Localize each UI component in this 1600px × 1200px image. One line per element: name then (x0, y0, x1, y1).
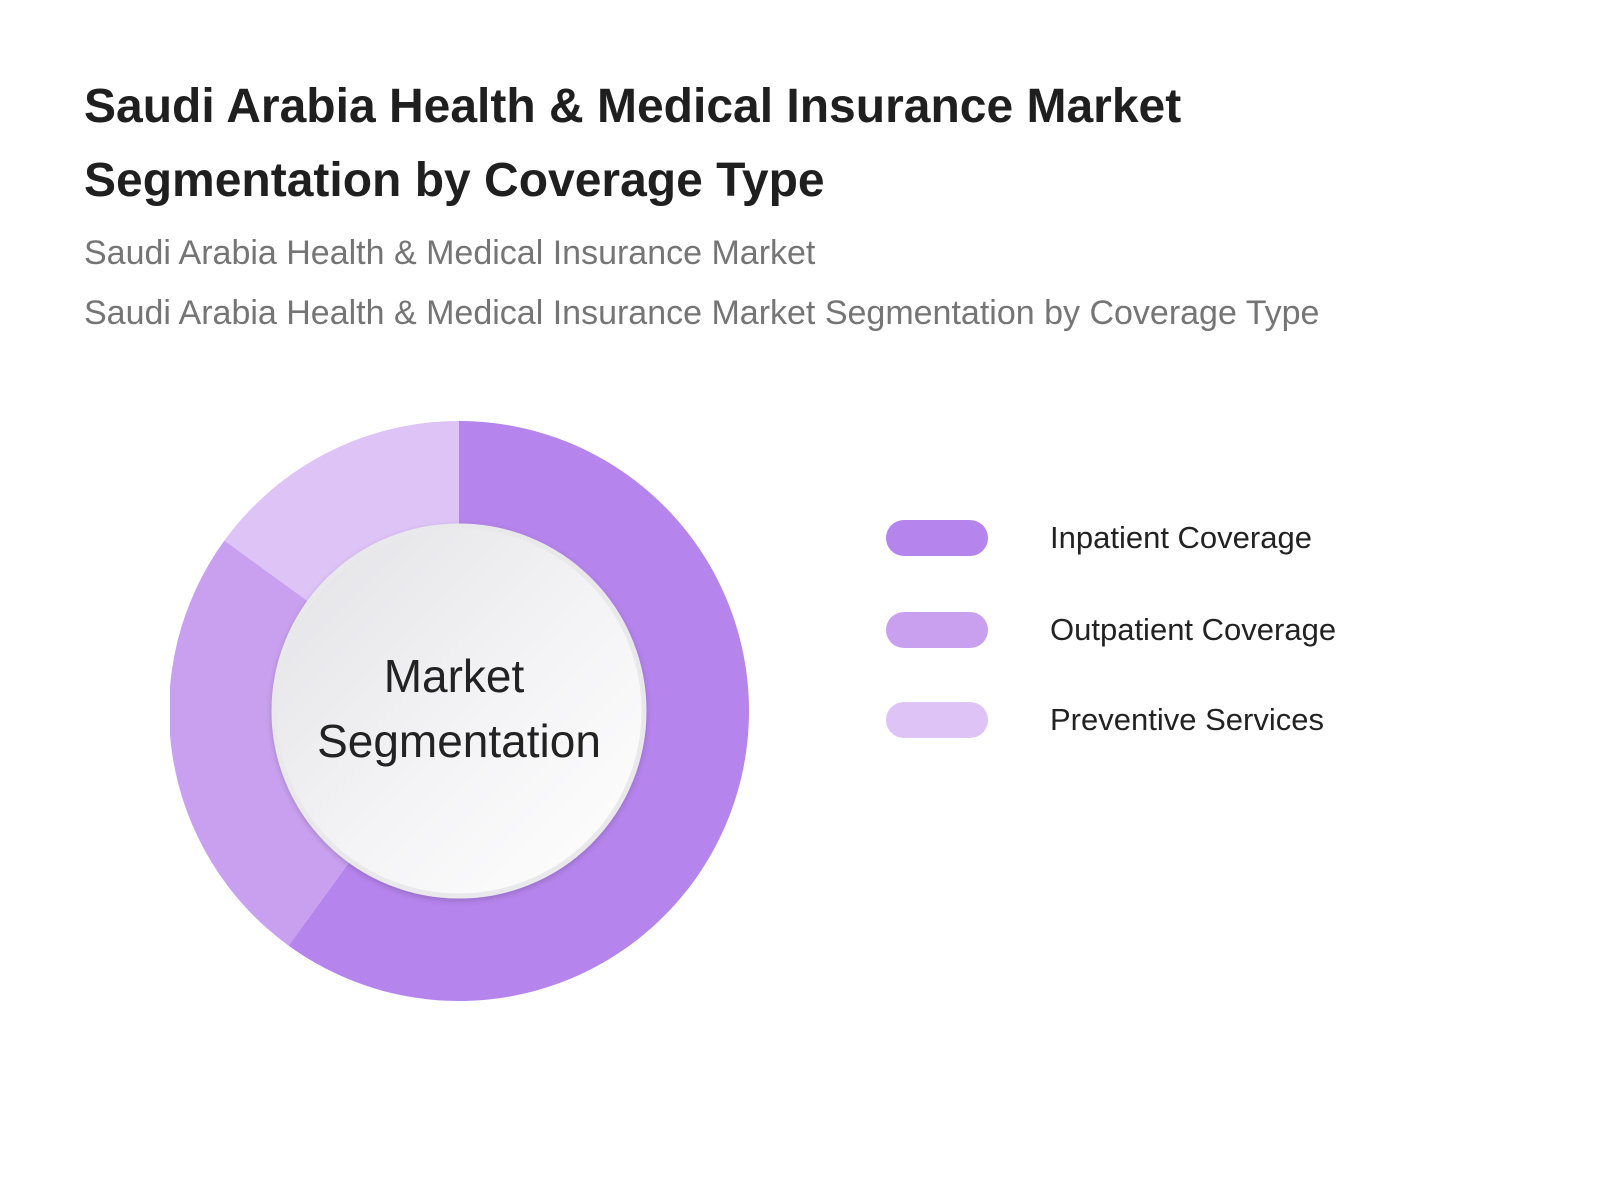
legend-swatch (886, 612, 988, 648)
legend-swatch (886, 520, 988, 556)
chart-header: Saudi Arabia Health & Medical Insurance … (84, 70, 1524, 340)
donut-center-disc (271, 523, 647, 899)
legend-item-inpatient-coverage: Inpatient Coverage (886, 518, 1486, 558)
chart-subtitle: Saudi Arabia Health & Medical Insurance … (84, 234, 816, 272)
legend-label: Preventive Services (1050, 702, 1324, 737)
center-label-line-2: Segmentation (317, 715, 601, 767)
donut-chart: Market Segmentation (170, 421, 749, 1001)
legend-label: Inpatient Coverage (1050, 520, 1312, 555)
legend-item-preventive-services: Preventive Services (886, 700, 1486, 740)
chart-title: Saudi Arabia Health & Medical Insurance … (84, 80, 1182, 207)
legend-swatch (886, 702, 988, 738)
chart-subtitle-secondary: Saudi Arabia Health & Medical Insurance … (84, 294, 1320, 332)
legend-item-outpatient-coverage: Outpatient Coverage (886, 610, 1486, 650)
legend-label: Outpatient Coverage (1050, 612, 1337, 647)
center-label-line-1: Market (384, 650, 525, 702)
